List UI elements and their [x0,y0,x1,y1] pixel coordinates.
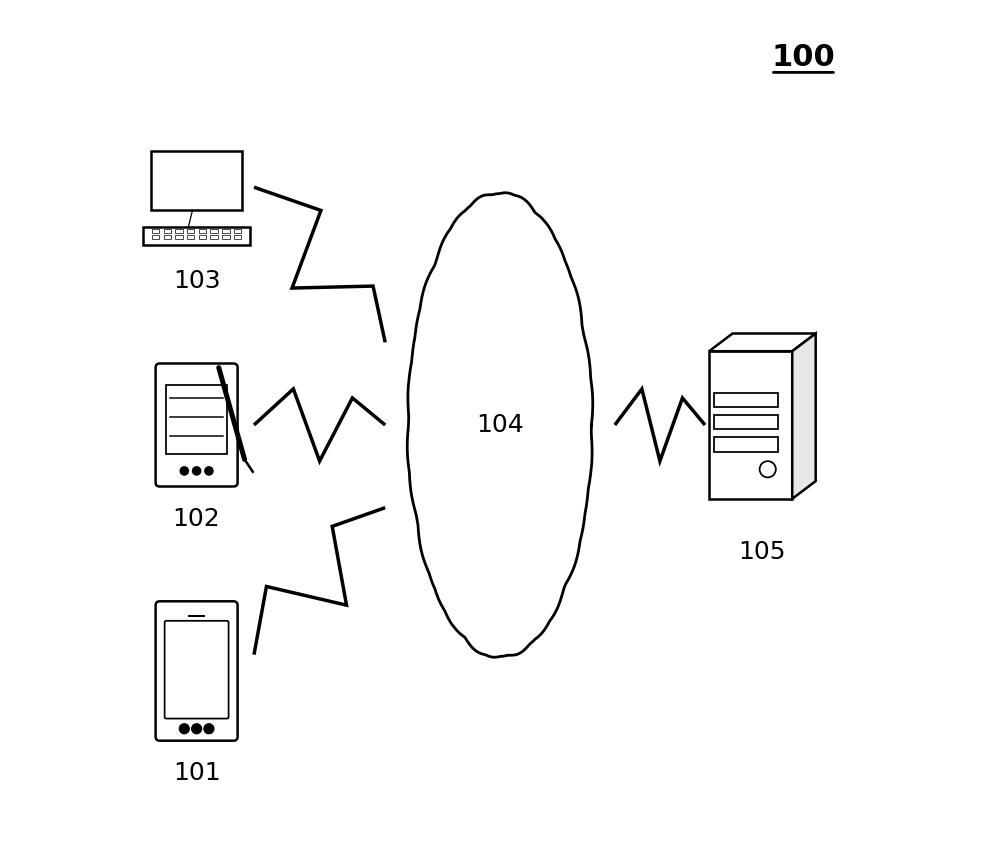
FancyBboxPatch shape [165,620,229,718]
Bar [234,229,241,233]
Bar [234,235,241,240]
Bar [152,235,159,240]
Bar [164,235,171,240]
Bar [164,229,171,233]
Circle shape [179,724,189,734]
Text: 102: 102 [173,507,220,531]
Bar [210,235,218,240]
Circle shape [192,724,202,734]
Bar [210,229,218,233]
Bar [152,229,159,233]
Bar [175,229,183,233]
Bar [709,351,792,499]
Text: 104: 104 [476,413,524,437]
Circle shape [760,462,776,478]
Bar [199,235,206,240]
Text: 103: 103 [173,269,220,293]
Bar [175,235,183,240]
Polygon shape [792,333,816,499]
Bar [187,235,194,240]
Polygon shape [709,333,816,351]
FancyBboxPatch shape [156,601,238,740]
Bar [151,151,242,210]
Bar [222,229,230,233]
Circle shape [193,467,201,475]
Circle shape [204,724,214,734]
Bar [222,235,230,240]
Bar [166,385,227,454]
FancyBboxPatch shape [156,364,238,486]
Circle shape [180,467,188,475]
Bar [143,227,250,245]
Bar [187,229,194,233]
Bar [714,437,778,451]
Bar [199,229,206,233]
Bar [714,393,778,407]
Text: 101: 101 [173,762,220,785]
Polygon shape [407,193,593,657]
Bar [714,415,778,429]
Circle shape [205,467,213,475]
Text: 105: 105 [739,540,786,564]
Text: 100: 100 [772,43,835,72]
Bar [158,158,235,204]
